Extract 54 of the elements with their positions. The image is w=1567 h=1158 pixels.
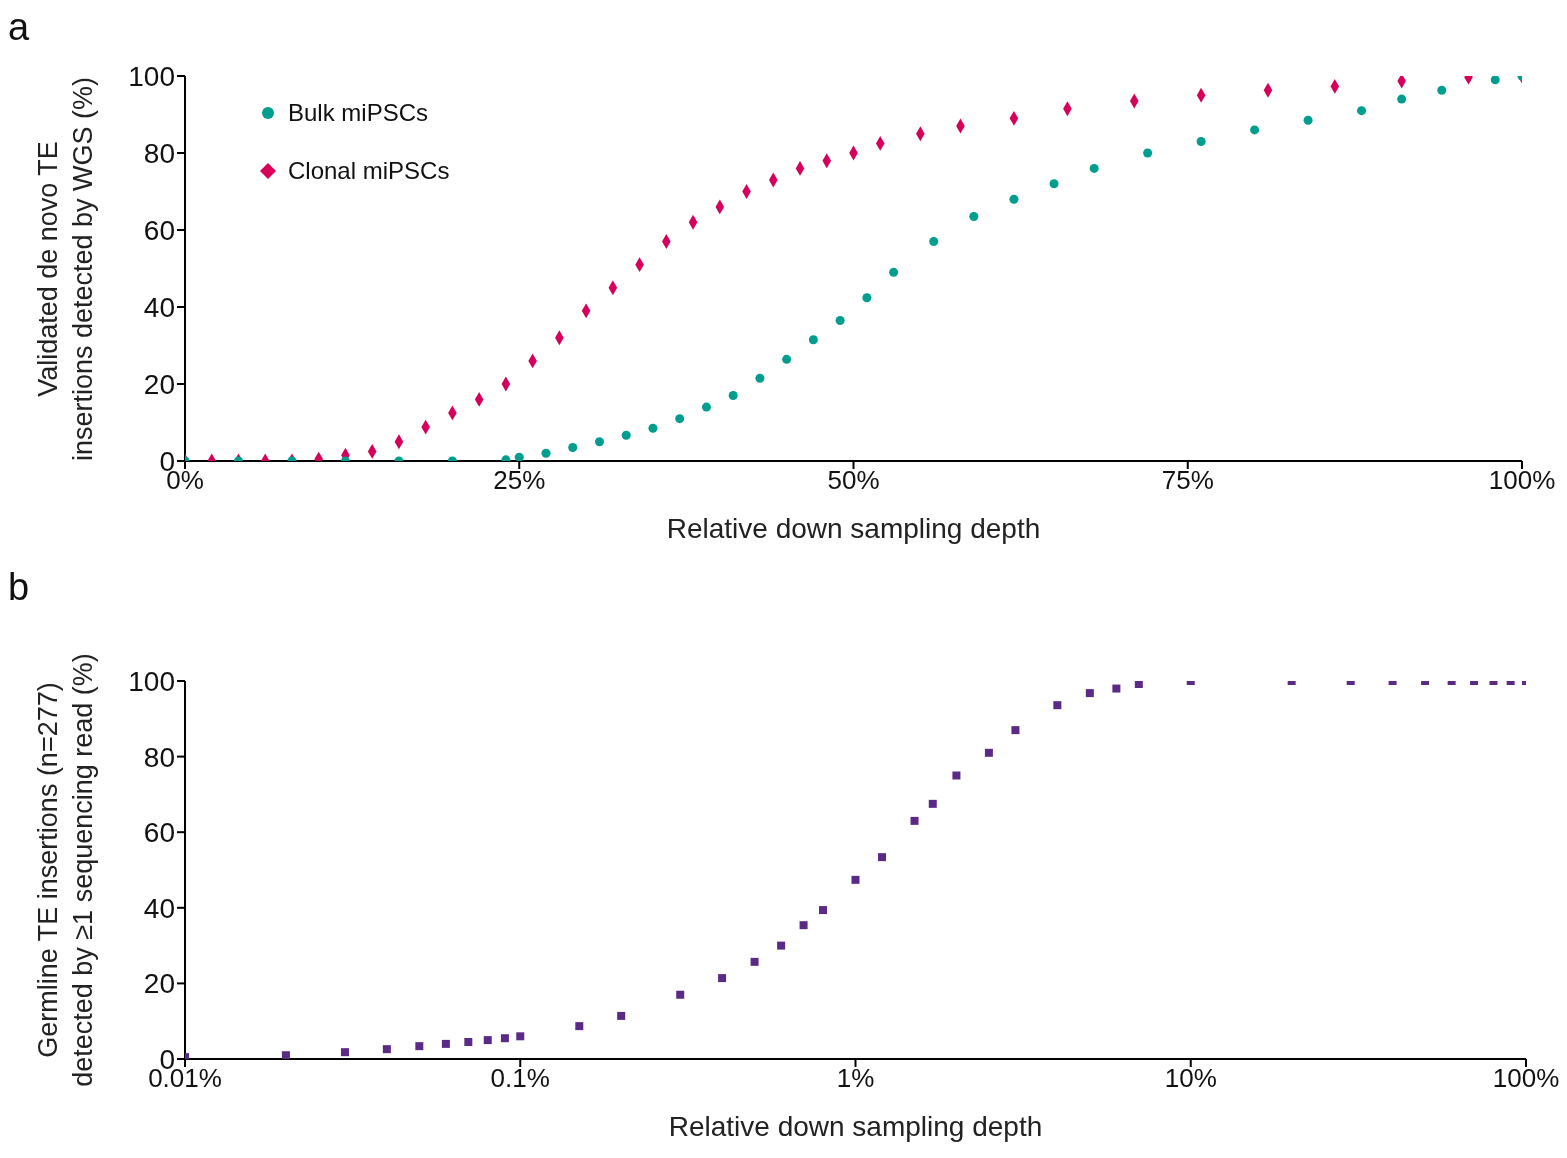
point — [1250, 125, 1260, 135]
point — [1143, 148, 1153, 158]
point — [1049, 179, 1059, 189]
point — [568, 443, 578, 453]
point — [835, 315, 845, 325]
legend-label: Bulk miPSCs — [288, 99, 429, 127]
y-tick-label: 40 — [143, 892, 175, 924]
y-tick-label: 60 — [143, 214, 175, 246]
x-tick-label: 50% — [827, 465, 880, 496]
point — [782, 354, 792, 364]
point — [541, 448, 551, 458]
y-tick-label: 60 — [143, 817, 175, 849]
point — [1009, 194, 1019, 204]
point — [648, 423, 658, 433]
legend-label: Clonal miPSCs — [288, 157, 450, 185]
point — [1196, 136, 1206, 146]
y-tick-label: 80 — [143, 741, 175, 773]
point — [929, 237, 939, 247]
point — [621, 430, 631, 440]
y-tick-label: 80 — [143, 137, 175, 169]
x-axis-title: Relative down sampling depth — [667, 1111, 1044, 1143]
y-axis-title: Germline TE insertions (n=277) detected by ≥1 sequencing read (%) — [31, 653, 99, 1087]
point — [1490, 76, 1500, 85]
point — [1397, 94, 1407, 104]
point — [1303, 115, 1313, 125]
y-axis-title: Validated de novo TE insertions detected by WGS (%) — [31, 76, 99, 461]
point — [808, 335, 818, 345]
point — [755, 373, 765, 383]
point — [594, 437, 604, 447]
y-tick-label: 100 — [128, 60, 175, 92]
y-tick-label: 20 — [143, 968, 175, 1000]
y-tick-label: 100 — [128, 665, 175, 697]
y-tick-label: 40 — [143, 291, 175, 323]
x-tick-label: 1% — [836, 1063, 875, 1094]
x-tick-label: 25% — [493, 465, 546, 496]
point — [1437, 85, 1447, 95]
point — [862, 293, 872, 303]
point — [728, 391, 738, 401]
x-axis-title: Relative down sampling depth — [665, 513, 1042, 545]
x-tick-label: 75% — [1161, 465, 1214, 496]
y-tick-label: 20 — [143, 368, 175, 400]
point — [1357, 106, 1367, 116]
point — [1089, 163, 1099, 173]
point — [514, 452, 524, 461]
chart-title: a — [8, 6, 30, 48]
point — [889, 267, 899, 277]
x-tick-label: 0.1% — [490, 1063, 550, 1094]
x-tick-label: 100% — [1492, 1063, 1560, 1094]
chart-title: b — [8, 566, 30, 608]
x-tick-label: 10% — [1164, 1063, 1217, 1094]
point — [701, 402, 711, 412]
x-tick-label: 100% — [1488, 465, 1556, 496]
point — [675, 414, 685, 424]
point — [969, 212, 979, 222]
